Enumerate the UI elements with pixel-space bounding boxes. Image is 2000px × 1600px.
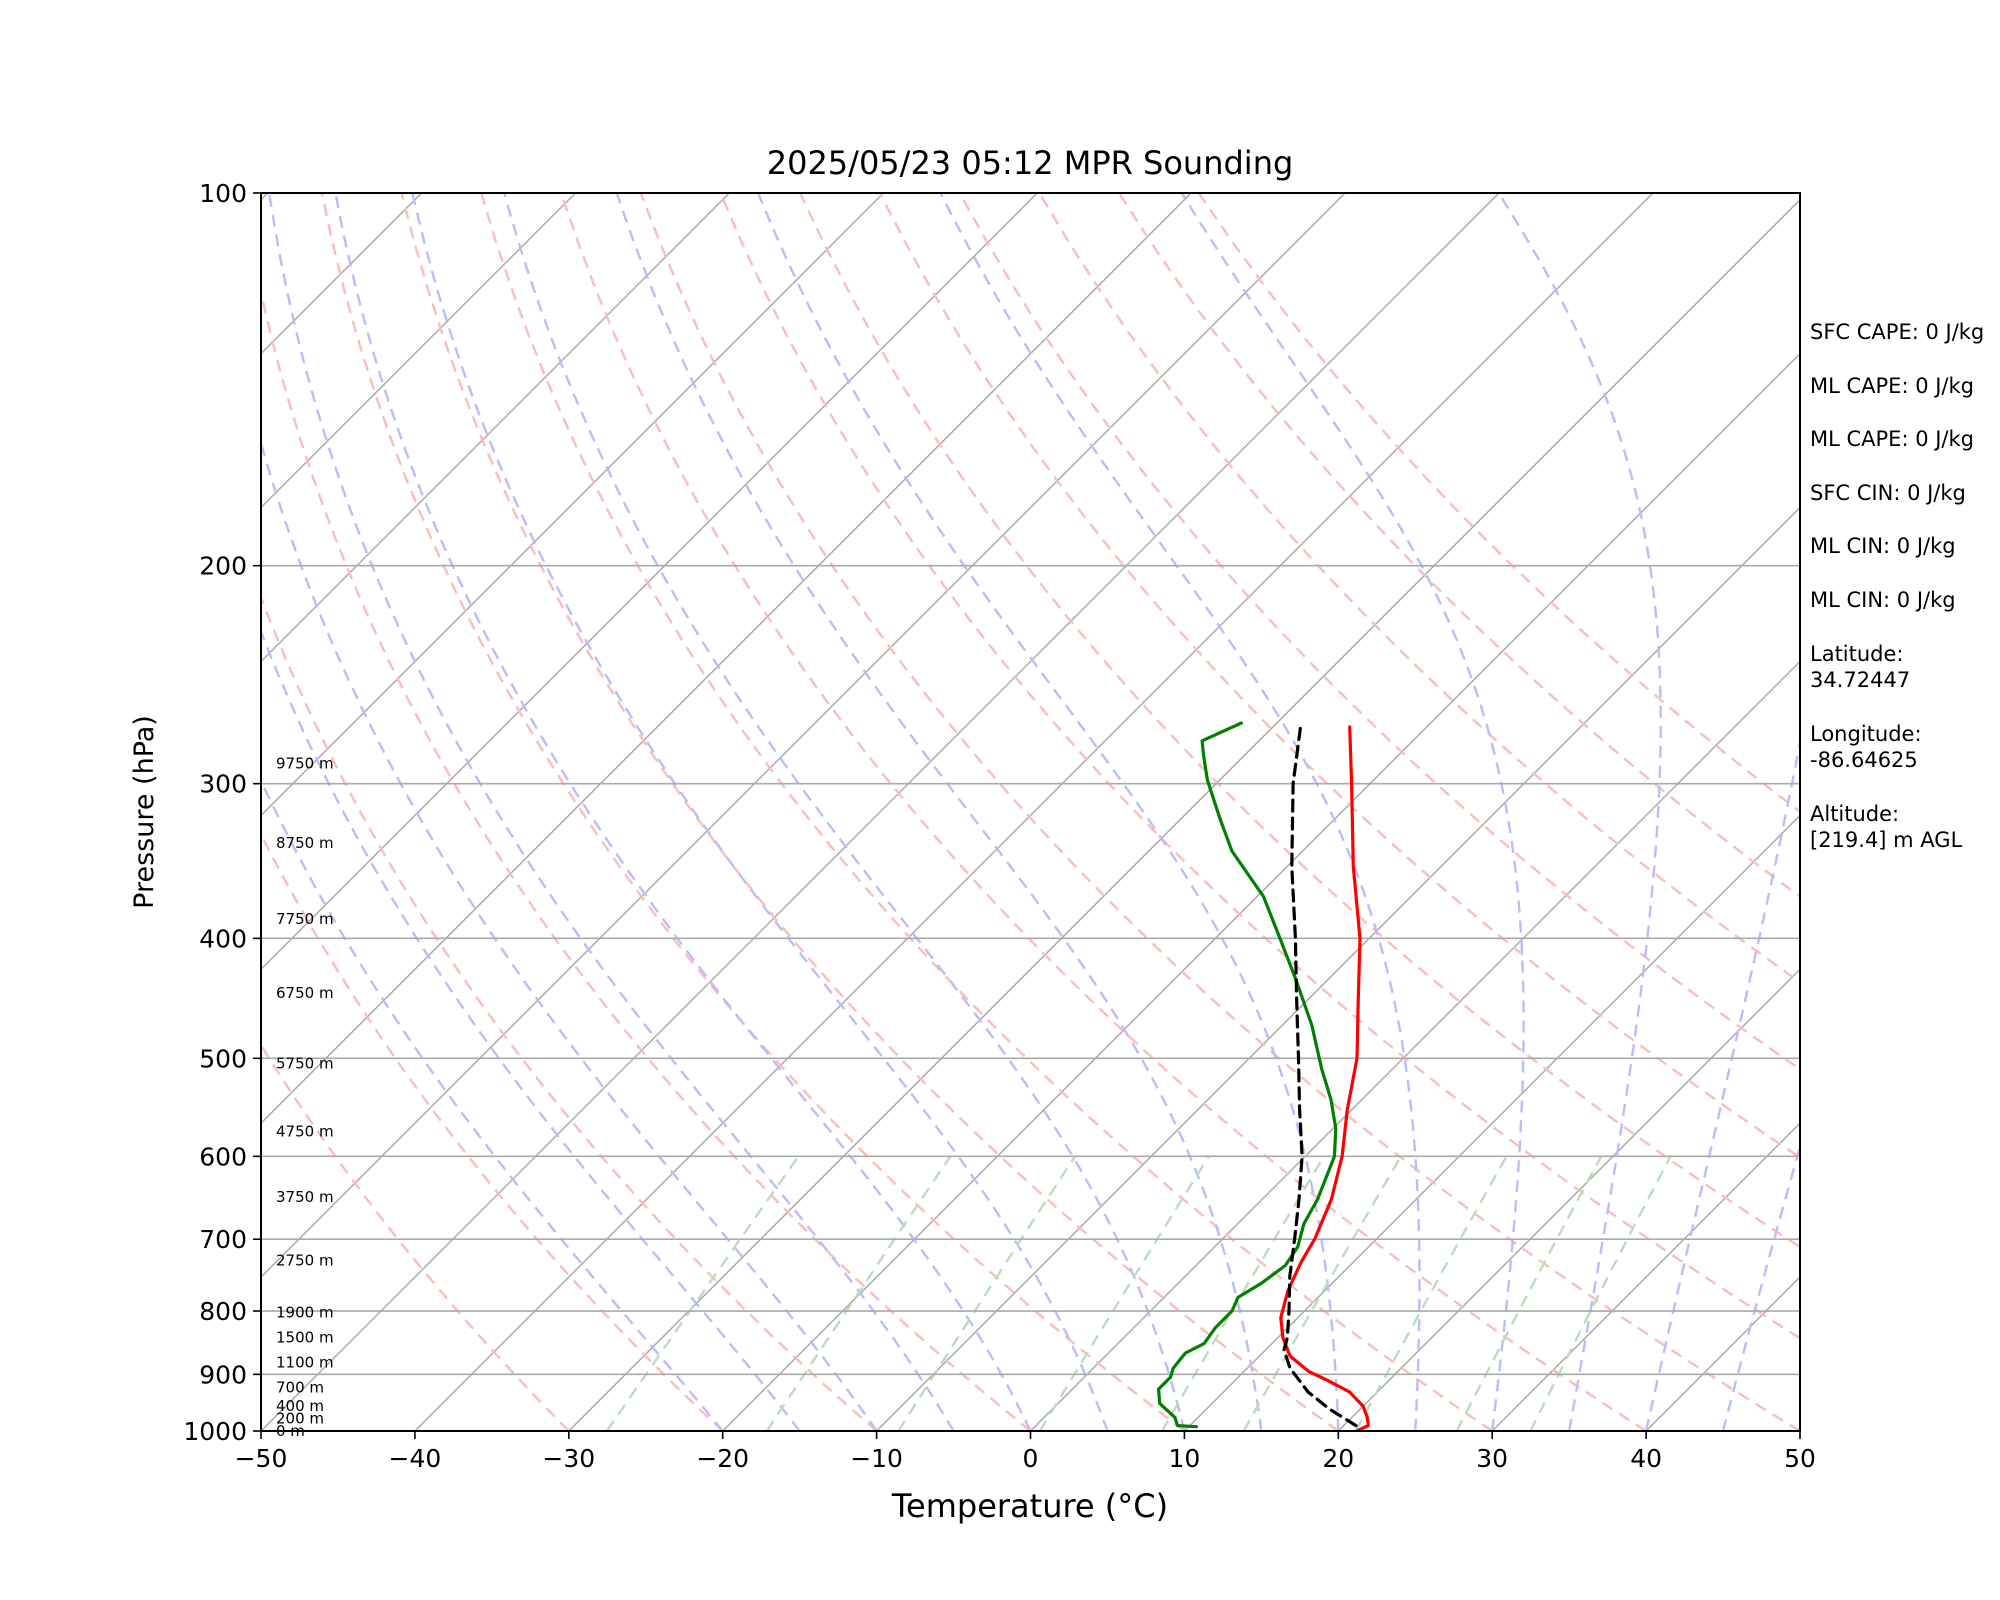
- height-label: 7750 m: [276, 910, 334, 928]
- y-tick-label: 400: [199, 924, 247, 953]
- y-tick-label: 100: [199, 179, 247, 208]
- x-tick-label: 50: [1784, 1444, 1816, 1473]
- height-label: 200 m: [276, 1409, 324, 1427]
- height-label: 1900 m: [276, 1303, 334, 1321]
- moist-adiabat-line: [503, 193, 1186, 1431]
- isotherm-line: [568, 198, 1800, 1431]
- dry-adiabat-line: [261, 594, 878, 1431]
- isotherm-line: [261, 193, 1192, 1125]
- chart-title: 2025/05/23 05:12 MPR Sounding: [767, 144, 1294, 182]
- dry-adiabat-line: [719, 193, 1800, 1340]
- moist-adiabat-line: [1721, 1142, 1800, 1431]
- moist-adiabat-line: [939, 193, 1421, 1431]
- mixing-ratio-line: [1529, 1155, 1672, 1431]
- mixing-ratio-line: [1242, 1155, 1402, 1431]
- stat-latitude: Latitude: 34.72447: [1810, 642, 1911, 692]
- isotherm-line: [722, 352, 1800, 1431]
- height-label: 2750 m: [276, 1251, 334, 1269]
- height-label: 4750 m: [276, 1123, 334, 1141]
- isotherm-line: [414, 193, 1654, 1431]
- isotherm-line: [261, 193, 1038, 971]
- moist-adiabat-line: [1497, 193, 1662, 1431]
- dry-adiabat-line: [559, 193, 1647, 1431]
- isotherm-line: [1029, 660, 1800, 1431]
- dry-adiabat-line: [400, 193, 1340, 1431]
- dry-adiabat-line: [261, 287, 1032, 1431]
- isotherm-line: [1491, 1122, 1800, 1431]
- dry-adiabat-line: [1038, 193, 1800, 984]
- dewpoint-profile: [1157, 721, 1338, 1429]
- x-tick-label: −10: [850, 1444, 903, 1473]
- mixing-ratio-line: [1455, 1155, 1603, 1431]
- stat-sfc-cape: SFC CAPE: 0 J/kg: [1810, 320, 1985, 344]
- height-label: 6750 m: [276, 984, 334, 1002]
- height-label: 3750 m: [276, 1188, 334, 1206]
- moist-adiabat-line: [261, 438, 878, 1431]
- x-tick-label: −40: [389, 1444, 442, 1473]
- isotherm-line: [1183, 814, 1800, 1431]
- moist-adiabat-line: [268, 193, 955, 1431]
- dry-adiabat-line: [799, 193, 1800, 1249]
- mixing-ratio-line: [1161, 1155, 1326, 1431]
- y-tick-label: 1000: [183, 1417, 247, 1446]
- x-tick-label: 0: [1023, 1444, 1039, 1473]
- height-label: 8750 m: [276, 834, 334, 852]
- y-tick-label: 500: [199, 1044, 247, 1073]
- x-tick-label: 10: [1168, 1444, 1200, 1473]
- stat-altitude: Altitude: [219.4] m AGL: [1810, 802, 1963, 852]
- mixing-ratio-line: [1354, 1155, 1508, 1431]
- isotherm-line: [261, 193, 884, 817]
- stat-ml-cape: ML CAPE: 0 J/kg: [1810, 374, 1975, 398]
- x-tick-label: −20: [696, 1444, 749, 1473]
- height-label: 400 m: [276, 1397, 324, 1415]
- isotherm-line: [1337, 968, 1800, 1431]
- x-tick-label: −50: [235, 1444, 288, 1473]
- height-label: 1500 m: [276, 1328, 334, 1346]
- dry-adiabat-line: [878, 193, 1800, 1159]
- height-label: 1100 m: [276, 1353, 334, 1371]
- isotherm-line: [876, 506, 1800, 1431]
- height-label: 9750 m: [276, 755, 334, 773]
- moist-adiabat-line: [261, 628, 801, 1431]
- moist-adiabat-line: [615, 193, 1263, 1431]
- stat-sfc-cin: SFC CIN: 0 J/kg: [1810, 481, 1966, 505]
- y-tick-label: 600: [199, 1142, 247, 1171]
- isotherm-line: [261, 193, 1346, 1279]
- y-tick-label: 700: [199, 1225, 247, 1254]
- stat-ml-cin: ML CIN: 0 J/kg: [1810, 534, 1956, 558]
- dry-adiabat-line: [320, 193, 1186, 1431]
- x-tick-label: 30: [1476, 1444, 1508, 1473]
- isotherm-line: [261, 193, 731, 663]
- stat-ml-cin-2: ML CIN: 0 J/kg: [1810, 588, 1956, 612]
- isotherm-line: [261, 193, 577, 509]
- y-axis-label: Pressure (hPa): [129, 715, 160, 909]
- stat-longitude: Longitude: -86.64625: [1810, 722, 1922, 772]
- dry-adiabat-line: [261, 832, 724, 1431]
- y-tick-label: 300: [199, 770, 247, 799]
- temperature-profile: [1279, 725, 1370, 1431]
- dry-adiabat-line: [480, 193, 1493, 1431]
- moist-adiabat-line: [334, 193, 1032, 1431]
- moist-adiabat-line: [757, 193, 1340, 1431]
- x-tick-label: 40: [1630, 1444, 1662, 1473]
- x-tick-label: 20: [1322, 1444, 1354, 1473]
- moist-adiabat-line: [1180, 193, 1525, 1431]
- x-axis-label: Temperature (°C): [891, 1487, 1168, 1525]
- y-tick-label: 800: [199, 1297, 247, 1326]
- dry-adiabat-line: [1117, 193, 1800, 898]
- y-tick-label: 200: [199, 552, 247, 581]
- moist-adiabat-line: [1644, 736, 1800, 1431]
- isotherm-line: [261, 193, 1500, 1431]
- height-label: 700 m: [276, 1378, 324, 1396]
- parcel-profile: [1282, 725, 1358, 1428]
- dry-adiabat-line: [261, 1042, 570, 1431]
- height-label: 5750 m: [276, 1055, 334, 1073]
- y-tick-label: 900: [199, 1360, 247, 1389]
- x-tick-label: −30: [542, 1444, 595, 1473]
- dry-adiabat-line: [639, 193, 1800, 1431]
- stat-ml-cape-2: ML CAPE: 0 J/kg: [1810, 427, 1975, 451]
- dry-adiabat-line: [1197, 193, 1800, 814]
